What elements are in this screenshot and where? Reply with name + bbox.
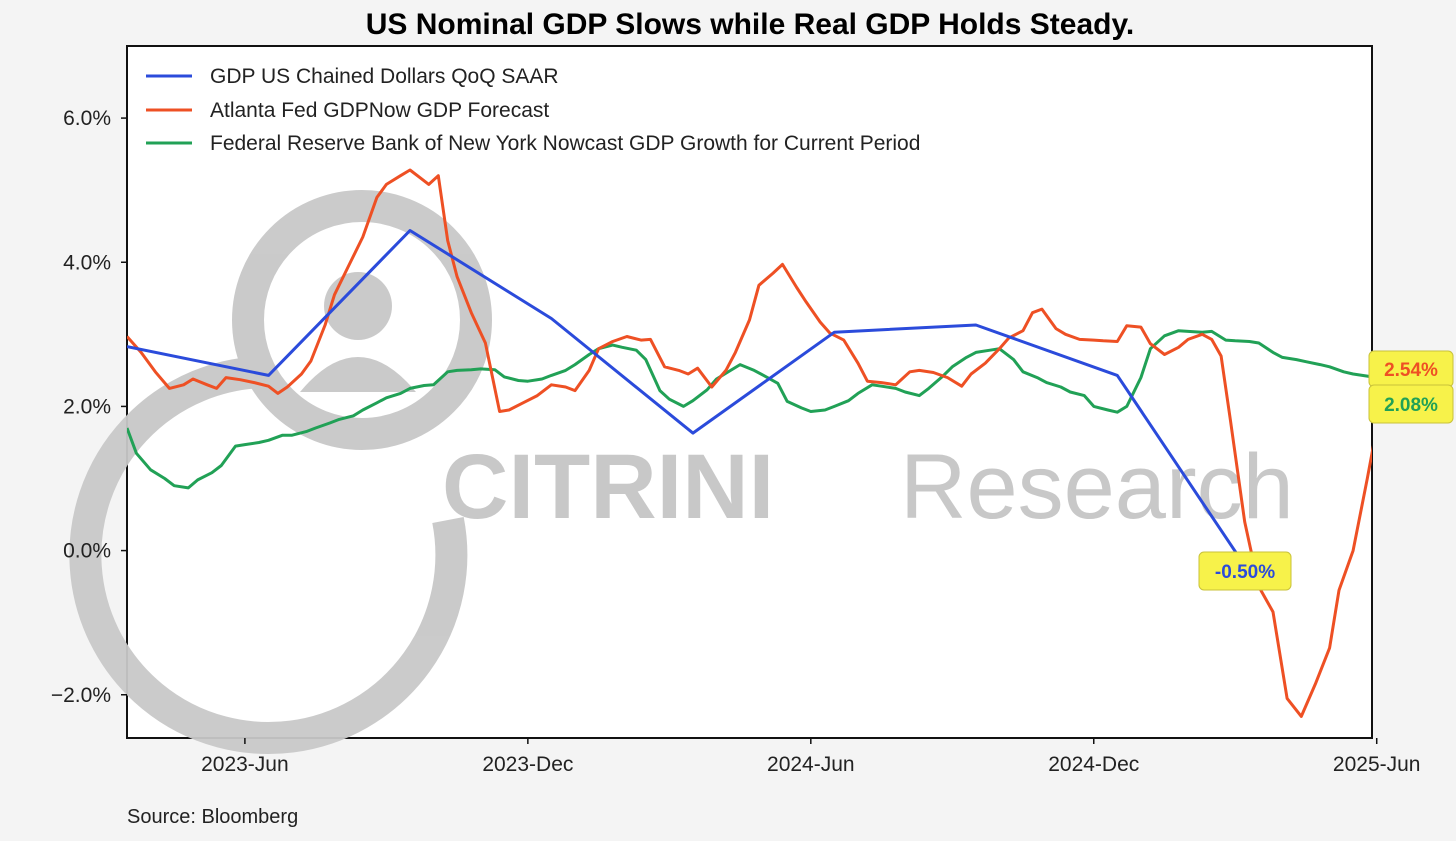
x-tick-label: 2025-Jun bbox=[1333, 753, 1421, 776]
legend-label-gdp: GDP US Chained Dollars QoQ SAAR bbox=[210, 65, 559, 88]
series-line-gdp bbox=[127, 229, 1261, 588]
badge-nyfed: 2.08% bbox=[1368, 384, 1454, 424]
badge-atlanta-value: 2.54% bbox=[1384, 360, 1438, 381]
logo-arc-icon bbox=[69, 356, 468, 754]
badge-atlanta: 2.54% bbox=[1368, 350, 1454, 388]
y-tick-label: 4.0% bbox=[63, 251, 111, 274]
logo-body-icon bbox=[300, 357, 416, 392]
chart-title: US Nominal GDP Slows while Real GDP Hold… bbox=[366, 8, 1135, 41]
x-tick-label: 2024-Jun bbox=[767, 753, 855, 776]
badge-gdp-value: -0.50% bbox=[1215, 562, 1275, 583]
series-layer bbox=[127, 168, 1372, 718]
x-tick-label: 2023-Dec bbox=[482, 753, 573, 776]
y-tick-label: 2.0% bbox=[63, 395, 111, 418]
y-tick-label: 6.0% bbox=[63, 107, 111, 130]
citrini-watermark: CITRINI Research bbox=[69, 190, 1294, 754]
series-line-ny-fed bbox=[127, 329, 1372, 490]
y-tick-label: −2.0% bbox=[51, 684, 111, 707]
badge-gdp: -0.50% bbox=[1198, 551, 1292, 591]
x-tick-label: 2023-Jun bbox=[201, 753, 289, 776]
badge-nyfed-bg bbox=[1368, 384, 1454, 424]
logo-head-icon bbox=[324, 272, 392, 340]
badge-gdp-bg bbox=[1198, 551, 1292, 591]
x-tick-label: 2024-Dec bbox=[1048, 753, 1139, 776]
legend-label-nyfed: Federal Reserve Bank of New York Nowcast… bbox=[210, 132, 920, 155]
watermark-brand: CITRINI bbox=[442, 436, 774, 538]
source-note: Source: Bloomberg bbox=[127, 806, 298, 828]
series-line-atlanta-fed bbox=[127, 168, 1372, 718]
axis-layer: −2.0% 0.0% 2.0% 4.0% 6.0% 2023-Jun 2023-Dec 202… bbox=[51, 107, 1421, 776]
badge-nyfed-value: 2.08% bbox=[1384, 395, 1438, 416]
watermark-research: Research bbox=[900, 436, 1294, 538]
legend: GDP US Chained Dollars QoQ SAAR Atlanta … bbox=[146, 65, 920, 155]
legend-label-atlanta: Atlanta Fed GDPNow GDP Forecast bbox=[210, 99, 549, 122]
y-tick-label: 0.0% bbox=[63, 540, 111, 563]
